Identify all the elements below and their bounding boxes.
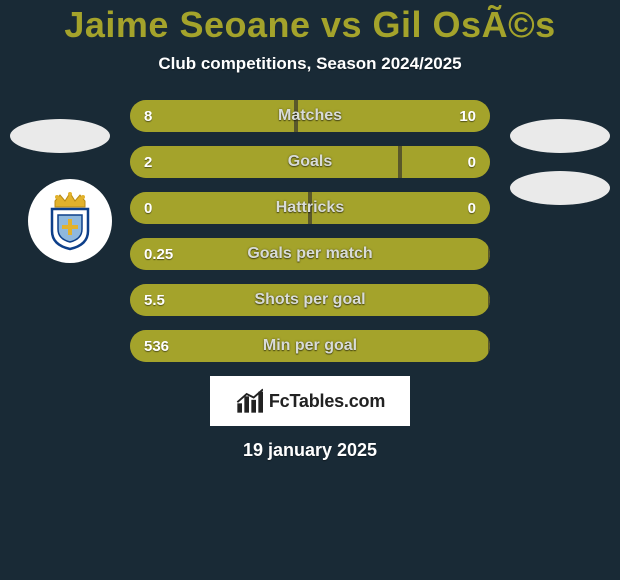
player1-club-badge bbox=[28, 179, 112, 263]
fctables-label: FcTables.com bbox=[269, 391, 385, 412]
stat-row-matches: 8 Matches 10 bbox=[130, 100, 490, 132]
stat-label: Goals per match bbox=[130, 238, 490, 270]
stats-list: 8 Matches 10 2 Goals 0 0 Hattricks 0 0.2… bbox=[130, 100, 490, 362]
stat-row-shots-per-goal: 5.5 Shots per goal bbox=[130, 284, 490, 316]
club-crest-icon bbox=[40, 191, 100, 251]
fctables-badge: FcTables.com bbox=[210, 376, 410, 426]
page-title: Jaime Seoane vs Gil OsÃ©s bbox=[0, 4, 620, 46]
stat-value-player2: 10 bbox=[459, 100, 476, 132]
subtitle: Club competitions, Season 2024/2025 bbox=[0, 54, 620, 74]
player2-club-placeholder bbox=[510, 171, 610, 205]
stats-card: Jaime Seoane vs Gil OsÃ©s Club competiti… bbox=[0, 0, 620, 580]
stat-label: Hattricks bbox=[130, 192, 490, 224]
stat-value-player2: 0 bbox=[468, 146, 476, 178]
stat-row-min-per-goal: 536 Min per goal bbox=[130, 330, 490, 362]
player2-avatar-placeholder bbox=[510, 119, 610, 153]
date: 19 january 2025 bbox=[0, 440, 620, 461]
stat-label: Matches bbox=[130, 100, 490, 132]
stat-value-player2: 0 bbox=[468, 192, 476, 224]
bar-chart-icon bbox=[235, 387, 263, 415]
stat-row-goals-per-match: 0.25 Goals per match bbox=[130, 238, 490, 270]
stat-label: Min per goal bbox=[130, 330, 490, 362]
stat-label: Shots per goal bbox=[130, 284, 490, 316]
stat-row-hattricks: 0 Hattricks 0 bbox=[130, 192, 490, 224]
player1-avatar-placeholder bbox=[10, 119, 110, 153]
stat-label: Goals bbox=[130, 146, 490, 178]
stat-row-goals: 2 Goals 0 bbox=[130, 146, 490, 178]
